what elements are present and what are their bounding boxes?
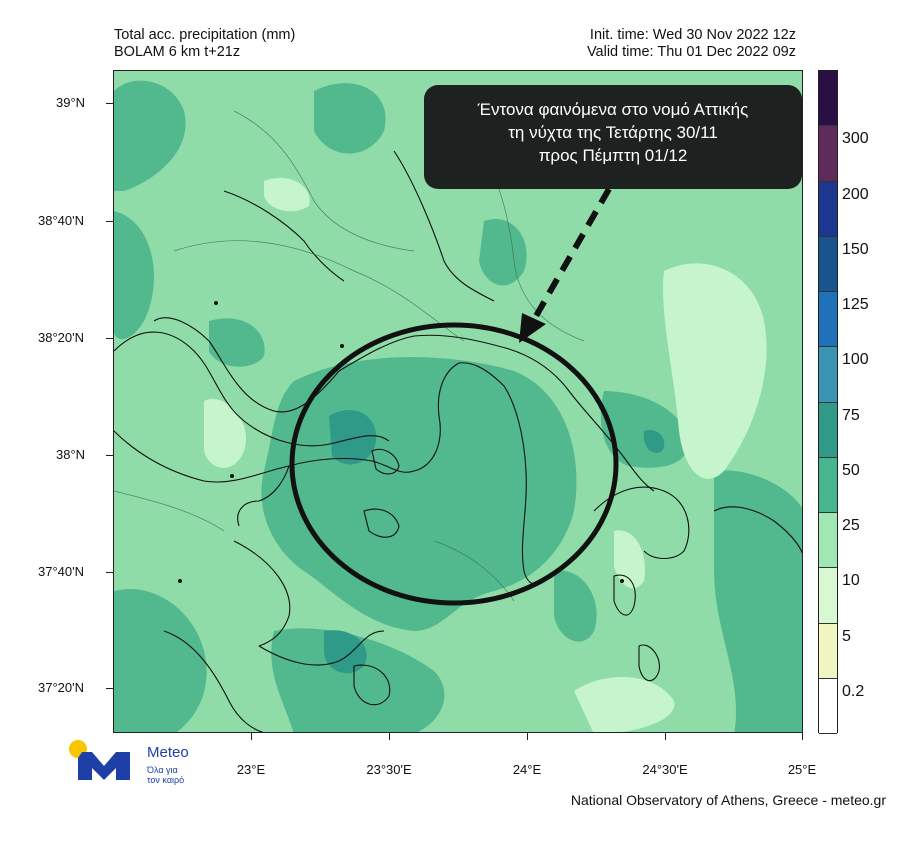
colorbar-label: 100 xyxy=(842,351,869,369)
lon-label-24-30e: 24°30'E xyxy=(642,762,688,777)
annotation-line-2: τη νύχτα της Τετάρτης 30/11 xyxy=(508,123,718,142)
colorbar-segment xyxy=(819,457,837,513)
attica-highlight-ellipse xyxy=(289,322,619,606)
meteo-logo xyxy=(69,740,130,780)
annotation-box: Έντονα φαινόμενα στο νομό Αττικής τη νύχ… xyxy=(424,85,802,189)
coastlines xyxy=(114,124,802,732)
lat-tick xyxy=(106,338,113,339)
lon-label-23-30e: 23°30'E xyxy=(366,762,412,777)
lat-label-38-20n: 38°20'N xyxy=(38,330,84,345)
lat-tick xyxy=(106,103,113,104)
logo-tagline-1: Όλα για xyxy=(147,765,178,775)
colorbar-segment xyxy=(819,292,837,348)
colorbar-segment xyxy=(819,181,837,237)
precipitation-map xyxy=(113,70,803,733)
colorbar-label: 200 xyxy=(842,185,869,203)
annotation-arrow-head xyxy=(519,313,546,343)
precip-5-10-areas xyxy=(204,177,767,732)
colorbar-segment xyxy=(819,678,837,734)
colorbar-label: 5 xyxy=(842,627,851,645)
lat-label-38n: 38°N xyxy=(56,447,86,462)
lat-tick xyxy=(106,572,113,573)
colorbar-label: 150 xyxy=(842,240,869,258)
lat-label-37-20n: 37°20'N xyxy=(38,680,84,695)
colorbar-label: 10 xyxy=(842,572,860,590)
lat-label-38-40n: 38°40'N xyxy=(38,213,84,228)
colorbar-label: 125 xyxy=(842,296,869,313)
colorbar-segment xyxy=(819,71,837,127)
map-title: Total acc. precipitation (mm) BOLAM 6 km… xyxy=(114,27,295,61)
map-canvas xyxy=(114,71,802,732)
lat-tick xyxy=(106,221,113,222)
lat-label-39n: 39°N xyxy=(56,95,86,110)
annotation-line-1: Έντονα φαινόμενα στο νομό Αττικής xyxy=(477,100,749,119)
init-time: Init. time: Wed 30 Nov 2022 12z xyxy=(589,27,796,43)
annotation-line-3: προς Πέμπτη 01/12 xyxy=(538,146,688,165)
lat-label-37-40n: 37°40'N xyxy=(38,564,84,579)
title-variable: Total acc. precipitation (mm) xyxy=(114,27,296,43)
colorbar-segment xyxy=(819,568,837,624)
lon-label-24e: 24°E xyxy=(512,762,542,777)
colorbar-segment xyxy=(819,402,837,458)
lon-tick xyxy=(665,733,666,740)
time-info: Init. time: Wed 30 Nov 2022 12z Valid ti… xyxy=(587,27,796,61)
colorbar-segment xyxy=(819,126,837,182)
colorbar-label: 75 xyxy=(842,406,860,424)
logo-tagline-2: τον καιρό xyxy=(147,775,185,785)
city-markers xyxy=(178,301,624,583)
lon-tick xyxy=(251,733,252,740)
colorbar-segment xyxy=(819,513,837,569)
lon-tick xyxy=(389,733,390,740)
title-model: BOLAM 6 km t+21z xyxy=(114,44,241,60)
lon-label-25e: 25°E xyxy=(787,762,817,777)
lon-tick xyxy=(802,733,803,740)
colorbar-segment xyxy=(819,236,837,292)
lat-tick xyxy=(106,455,113,456)
lon-tick xyxy=(527,733,528,740)
m-mark-icon xyxy=(78,752,130,780)
colorbar-label: 50 xyxy=(842,461,860,479)
logo-word: Meteo xyxy=(147,744,189,761)
valid-time: Valid time: Thu 01 Dec 2022 09z xyxy=(586,44,796,60)
lat-tick xyxy=(106,688,113,689)
colorbar-label: 0.2 xyxy=(842,682,865,700)
footer-credit: National Observatory of Athens, Greece -… xyxy=(570,792,886,808)
colorbar-label: 25 xyxy=(842,517,860,534)
colorbar-segment xyxy=(819,623,837,679)
colorbar-label: 300 xyxy=(842,130,869,148)
lon-label-23e: 23°E xyxy=(236,762,266,777)
colorbar-segment xyxy=(819,347,837,403)
colorbar xyxy=(818,70,838,734)
